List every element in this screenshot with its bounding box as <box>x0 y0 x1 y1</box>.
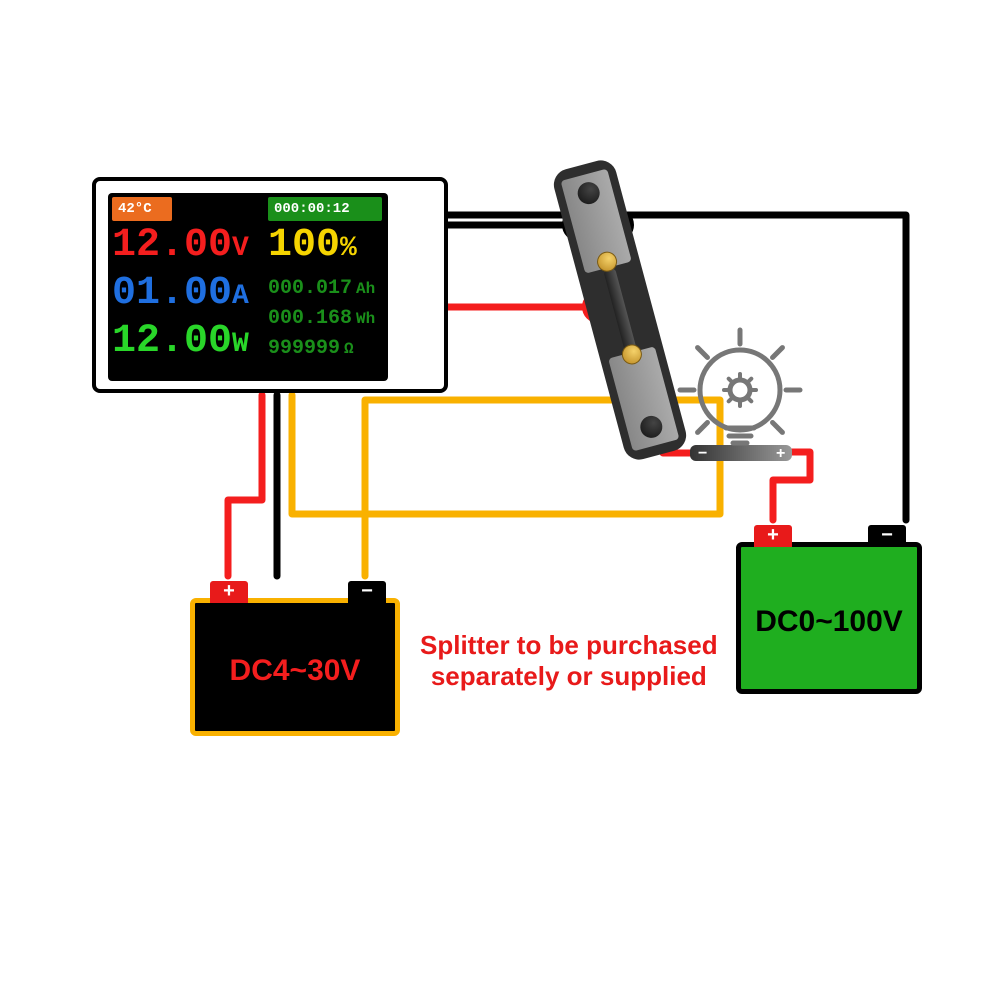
meter-percent: 100% <box>268 223 357 268</box>
meter-display: 42°C 000:00:12 12.00V 01.00A 12.00W 100%… <box>108 193 388 381</box>
terminal-negative: − <box>868 525 906 547</box>
battery-4-30v: + − DC4~30V <box>190 598 400 736</box>
wiring-layer: − + <box>0 0 1000 1000</box>
meter-power: 12.00W <box>112 319 249 364</box>
meter-voltage: 12.00V <box>112 223 249 268</box>
meter-current: 01.00A <box>112 271 249 316</box>
terminal-negative: − <box>348 581 386 603</box>
battery-0-100v: + − DC0~100V <box>736 542 922 694</box>
battery-label: DC4~30V <box>195 654 395 688</box>
note-text: Splitter to be purchasedseparately or su… <box>420 630 718 692</box>
meter-ohm: 999999Ω <box>268 337 354 360</box>
lightbulb-icon <box>680 330 800 443</box>
meter-temperature: 42°C <box>112 197 172 221</box>
meter-timer: 000:00:12 <box>268 197 382 221</box>
power-meter: 42°C 000:00:12 12.00V 01.00A 12.00W 100%… <box>92 177 448 393</box>
svg-text:+: + <box>776 445 785 462</box>
meter-wh: 000.168Wh <box>268 307 375 330</box>
terminal-positive: + <box>754 525 792 547</box>
svg-text:−: − <box>698 445 707 462</box>
battery-label: DC0~100V <box>741 605 917 639</box>
load-strip: − + <box>690 445 792 462</box>
meter-ah: 000.017Ah <box>268 277 375 300</box>
terminal-positive: + <box>210 581 248 603</box>
